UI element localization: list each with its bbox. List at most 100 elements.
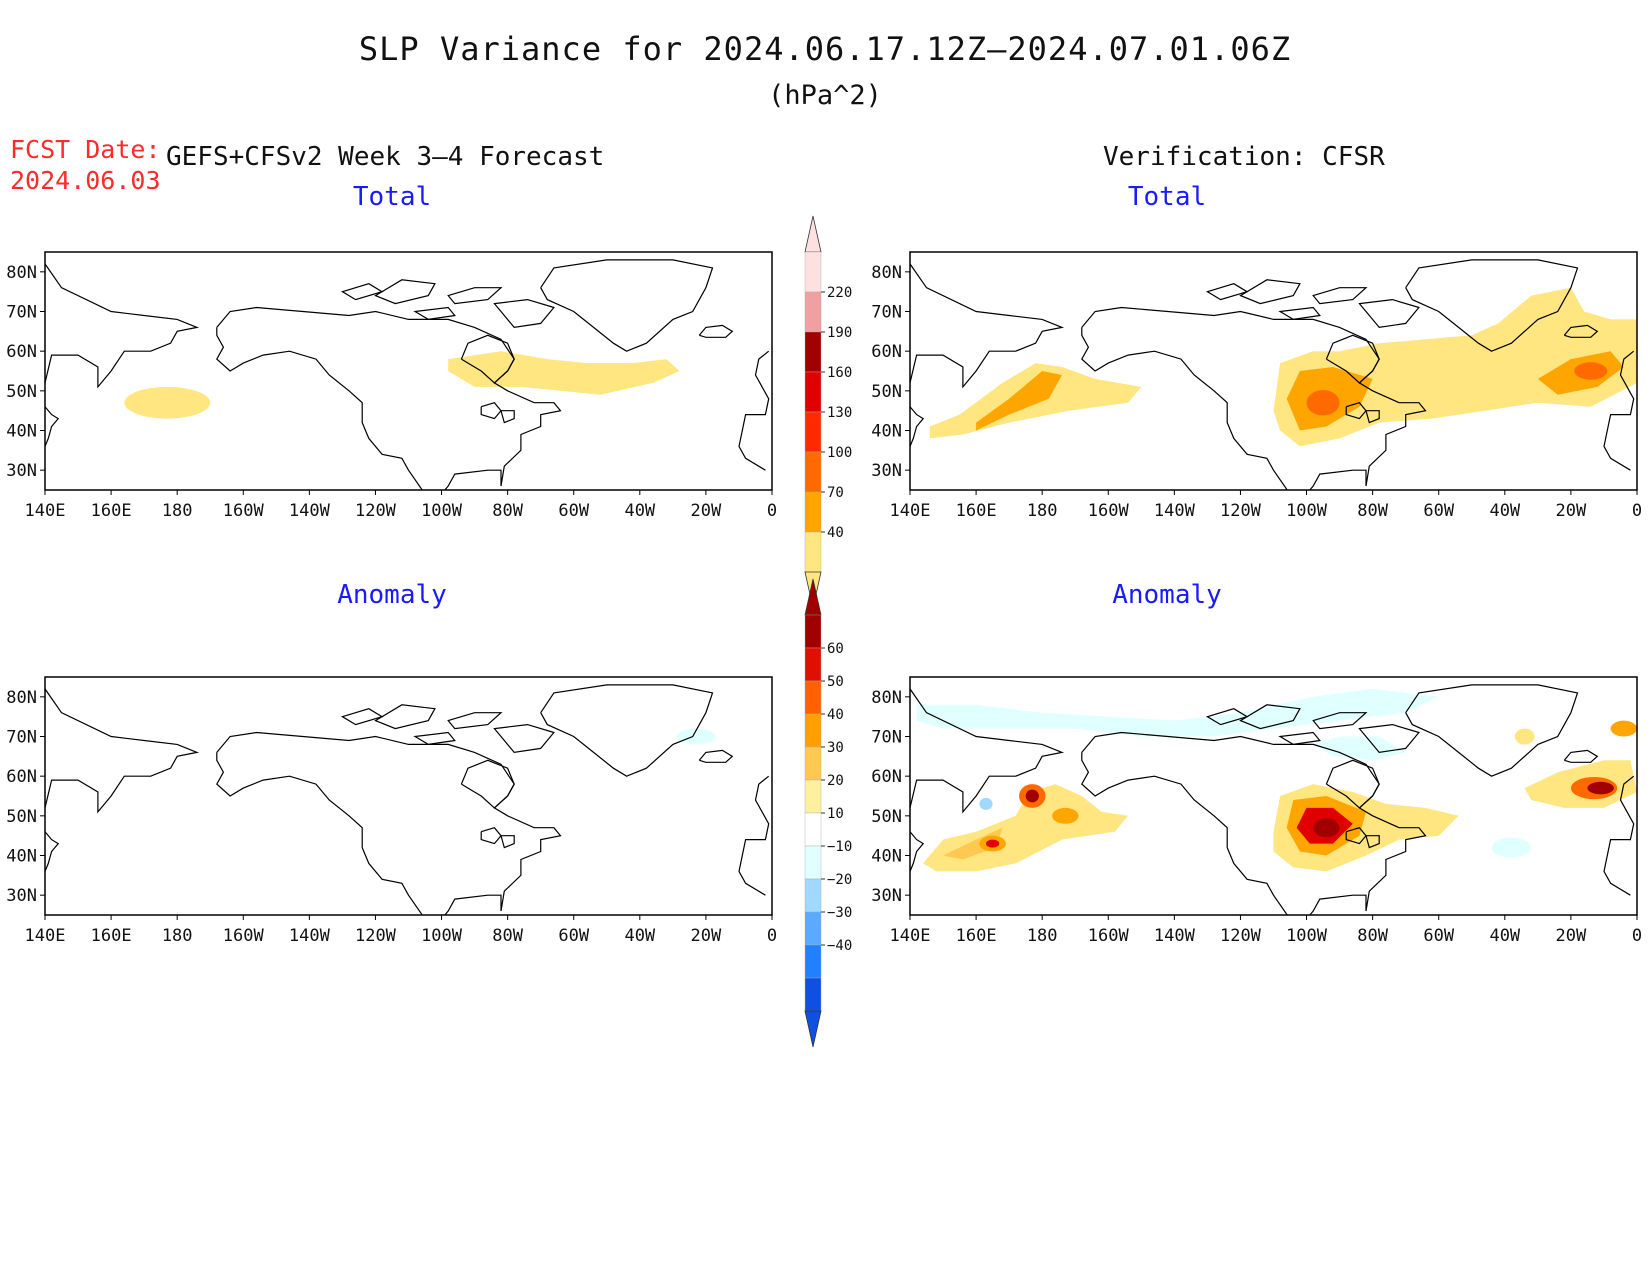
coastlines bbox=[910, 684, 1635, 915]
shade-60 bbox=[1587, 781, 1614, 795]
coastline bbox=[460, 334, 515, 384]
lon-tick-label: 80W bbox=[1357, 926, 1388, 946]
coastline bbox=[1325, 334, 1380, 384]
colorbar-segment bbox=[804, 812, 822, 847]
coastline bbox=[1325, 759, 1380, 809]
arctic-island bbox=[447, 712, 503, 730]
arctic-island bbox=[1239, 704, 1301, 730]
shaded-field bbox=[676, 728, 716, 745]
colorbar-total-label: 70 bbox=[827, 485, 844, 501]
shade-neg20 bbox=[979, 797, 993, 810]
arctic-island bbox=[340, 283, 384, 301]
lon-tick-label: 180 bbox=[1027, 501, 1058, 521]
colorbar-anomaly-label: −20 bbox=[827, 872, 852, 888]
colorbar-anomaly-label: 60 bbox=[827, 641, 844, 657]
lon-tick-label: 180 bbox=[162, 926, 193, 946]
lat-tick-label: 40N bbox=[871, 847, 902, 867]
colorbar-segment bbox=[804, 911, 822, 946]
coastline bbox=[1345, 827, 1367, 845]
map-panel-forecast-total: 140E 160E 180 160W 140W 120W 100W 80W 60W 40W 20W 0… bbox=[6, 251, 777, 521]
lat-tick-label: 60N bbox=[6, 767, 37, 787]
shade-60 bbox=[1025, 789, 1039, 803]
panel-title-forecast-anomaly: Anomaly bbox=[337, 580, 447, 610]
shade-100 bbox=[1306, 390, 1340, 416]
coastline bbox=[1563, 324, 1599, 338]
colorbar-total-label: 100 bbox=[827, 445, 852, 461]
lat-tick-label: 70N bbox=[6, 303, 37, 323]
colorbar-segment bbox=[804, 680, 822, 715]
coastline bbox=[500, 835, 515, 849]
shade-neg10 bbox=[676, 728, 716, 745]
lat-tick-label: 80N bbox=[871, 263, 902, 283]
lat-tick-label: 80N bbox=[6, 263, 37, 283]
lon-tick-label: 0 bbox=[767, 501, 777, 521]
colorbar-segment bbox=[804, 331, 822, 373]
arctic-island bbox=[1205, 283, 1249, 301]
colorbar-top-arrow bbox=[804, 215, 822, 253]
colorbar-anomaly-label: 40 bbox=[827, 707, 844, 723]
arctic-island bbox=[413, 306, 456, 321]
colorbar-segment bbox=[804, 411, 822, 453]
lon-tick-label: 40W bbox=[624, 926, 655, 946]
coastline bbox=[45, 688, 200, 814]
coastline bbox=[216, 731, 562, 915]
shaded-field bbox=[929, 287, 1637, 447]
coastline bbox=[216, 306, 562, 490]
arctic-island bbox=[447, 287, 503, 305]
lat-tick-label: 30N bbox=[871, 461, 902, 481]
lat-tick-label: 70N bbox=[871, 303, 902, 323]
arctic-island bbox=[1239, 279, 1301, 305]
lon-tick-label: 140E bbox=[890, 501, 931, 521]
arctic-island bbox=[493, 723, 555, 754]
lon-tick-label: 140W bbox=[1154, 501, 1196, 521]
map-panel-forecast-anomaly: 140E 160E 180 160W 140W 120W 100W 80W 60W 40W 20W 0… bbox=[6, 676, 777, 946]
lon-tick-label: 160W bbox=[1088, 501, 1130, 521]
lat-tick-label: 40N bbox=[871, 422, 902, 442]
colorbar-total-label: 40 bbox=[827, 525, 844, 541]
shade-50 bbox=[986, 839, 1000, 848]
arctic-island bbox=[374, 704, 436, 730]
colorbar-anomaly-label: −10 bbox=[827, 839, 852, 855]
lon-tick-label: 160E bbox=[956, 501, 997, 521]
map-frame bbox=[44, 251, 773, 491]
lon-tick-label: 40W bbox=[624, 501, 655, 521]
lat-tick-label: 50N bbox=[871, 382, 902, 402]
lat-tick-label: 40N bbox=[6, 422, 37, 442]
verification-header: Verification: CFSR bbox=[1103, 142, 1385, 172]
coastline bbox=[910, 688, 1065, 814]
coastline bbox=[738, 775, 770, 896]
lat-tick-label: 50N bbox=[871, 807, 902, 827]
lon-tick-label: 160W bbox=[1088, 926, 1130, 946]
colorbar-segment bbox=[804, 977, 822, 1012]
lon-tick-label: 80W bbox=[492, 926, 523, 946]
lon-tick-label: 140W bbox=[1154, 926, 1196, 946]
coastline bbox=[910, 406, 925, 447]
colorbar-segment bbox=[804, 371, 822, 413]
lat-tick-label: 40N bbox=[6, 847, 37, 867]
coastline bbox=[480, 402, 502, 420]
colorbar-anomaly-label: −30 bbox=[827, 905, 852, 921]
shaded-field bbox=[916, 688, 1637, 872]
lon-tick-label: 160W bbox=[223, 501, 265, 521]
lon-tick-label: 100W bbox=[421, 926, 463, 946]
lon-tick-label: 160E bbox=[91, 501, 132, 521]
arctic-island bbox=[493, 298, 555, 329]
coastline bbox=[500, 410, 515, 424]
colorbar-bottom-arrow bbox=[804, 1010, 822, 1048]
map-background bbox=[45, 677, 772, 915]
coastline bbox=[45, 263, 200, 389]
arctic-island bbox=[1278, 731, 1321, 746]
coastline bbox=[45, 406, 60, 447]
lat-tick-label: 80N bbox=[871, 688, 902, 708]
lon-tick-label: 40W bbox=[1489, 926, 1520, 946]
colorbar-segment bbox=[804, 647, 822, 682]
coastline bbox=[1405, 259, 1579, 352]
colorbar-total-label: 160 bbox=[827, 365, 852, 381]
colorbar-segment bbox=[804, 779, 822, 814]
lon-tick-label: 20W bbox=[1556, 926, 1587, 946]
coastlines bbox=[45, 259, 770, 490]
colorbar-segment bbox=[804, 291, 822, 333]
coastlines bbox=[910, 259, 1635, 490]
shade-10 bbox=[1514, 728, 1535, 745]
